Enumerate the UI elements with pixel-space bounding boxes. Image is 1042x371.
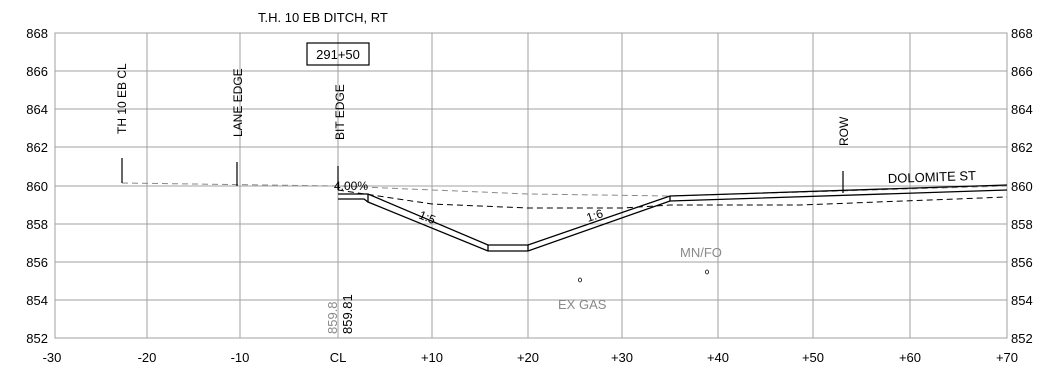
x-tick-label: CL (330, 350, 347, 365)
y-tick-label: 868 (26, 26, 48, 41)
proposed-profile-top (338, 184, 1008, 246)
x-tick-label: +50 (802, 350, 824, 365)
x-tick-label: +60 (899, 350, 921, 365)
ex-gas-label: EX GAS (558, 297, 607, 312)
y-tick-label: 866 (1011, 64, 1033, 79)
y-axis-left: 868 866 864 862 860 858 856 854 852 (26, 26, 48, 346)
x-tick-label: -10 (231, 350, 250, 365)
x-tick-label: +70 (996, 350, 1018, 365)
th10-cl-label: TH 10 EB CL (115, 63, 129, 134)
y-tick-label: 852 (1011, 331, 1033, 346)
y-axis-right: 868 866 864 862 860 858 856 854 852 (1011, 26, 1033, 346)
y-tick-label: 856 (1011, 255, 1033, 270)
y-tick-label: 858 (26, 217, 48, 232)
slope-right-label: 1:6 (585, 206, 606, 225)
proposed-elevation-label: 859.81 (340, 294, 355, 334)
ex-gas-marker (578, 277, 582, 283)
y-tick-label: 858 (1011, 217, 1033, 232)
y-tick-label: 866 (26, 64, 48, 79)
x-tick-label: +10 (421, 350, 443, 365)
existing-elevation-label: 859.8 (325, 301, 340, 334)
x-tick-label: -20 (138, 350, 157, 365)
x-tick-label: -30 (43, 350, 62, 365)
y-tick-label: 852 (26, 331, 48, 346)
y-tick-label: 856 (26, 255, 48, 270)
mn-fo-marker (705, 269, 709, 275)
y-tick-label: 854 (1011, 293, 1033, 308)
y-tick-label: 868 (1011, 26, 1033, 41)
diagram-title: T.H. 10 EB DITCH, RT (258, 10, 388, 25)
slope-left-label: 1:5 (417, 208, 438, 227)
y-tick-label: 864 (26, 102, 48, 117)
x-axis: -30 -20 -10 CL +10 +20 +30 +40 +50 +60 +… (43, 350, 1018, 365)
dolomite-label: DOLOMITE ST (888, 168, 977, 186)
marker-ticks (121, 158, 844, 193)
y-tick-label: 862 (26, 140, 48, 155)
proposed-profile-bottom (338, 189, 1008, 252)
y-tick-label: 854 (26, 293, 48, 308)
subgrade-line (337, 189, 1008, 209)
station-label: 291+50 (316, 47, 360, 62)
y-tick-label: 864 (1011, 102, 1033, 117)
slope-percent-label: 4.00% (334, 179, 368, 193)
x-tick-label: +40 (707, 350, 729, 365)
bit-edge-label: BIT EDGE (333, 84, 347, 140)
x-tick-label: +20 (517, 350, 539, 365)
station-box (306, 42, 370, 66)
x-tick-label: +30 (611, 350, 633, 365)
horizontal-grid (55, 70, 1007, 301)
mn-fo-label: MN/FO (680, 245, 722, 260)
y-tick-label: 860 (1011, 179, 1033, 194)
y-tick-label: 862 (1011, 140, 1033, 155)
y-tick-label: 860 (26, 179, 48, 194)
row-label: ROW (837, 116, 851, 146)
lane-edge-label: LANE EDGE (231, 68, 245, 137)
